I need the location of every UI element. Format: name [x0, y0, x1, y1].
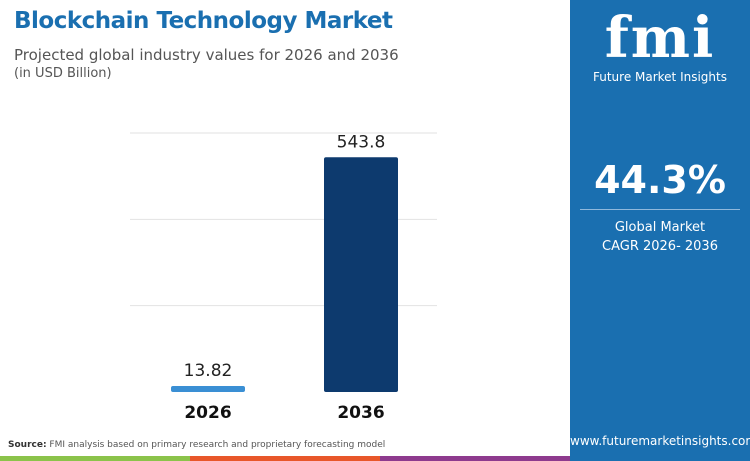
source-note: Source: FMI analysis based on primary re…: [8, 440, 385, 450]
bar-2026: [171, 386, 245, 392]
stripe-purple: [380, 456, 570, 461]
fmi-logo: fmi Future Market Insights: [570, 8, 750, 84]
source-text: FMI analysis based on primary research a…: [46, 440, 386, 450]
x-tick-label-2036: 2036: [337, 403, 384, 423]
x-tick-label-2026: 2026: [184, 403, 231, 423]
data-label-2036: 543.8: [337, 132, 386, 152]
stripe-green: [0, 456, 190, 461]
logo-mark: fmi: [604, 5, 716, 71]
side-panel: fmi Future Market Insights 44.3% Global …: [570, 0, 750, 461]
stripe-orange: [190, 456, 380, 461]
data-label-2026: 13.82: [184, 361, 233, 381]
source-label: Source:: [8, 440, 47, 450]
cagr-value: 44.3%: [594, 158, 726, 202]
cagr-label: Global Market CAGR 2026- 2036: [570, 218, 750, 256]
bar-2036: [324, 157, 398, 392]
cagr-label-line2: CAGR 2026- 2036: [602, 239, 718, 254]
logo-name: Future Market Insights: [592, 70, 727, 84]
unit-label: (in USD Billion): [14, 66, 112, 81]
cagr-label-line1: Global Market: [614, 220, 706, 235]
chart-title: Blockchain Technology Market: [14, 8, 393, 34]
divider: [580, 209, 740, 210]
chart-subtitle: Projected global industry values for 202…: [14, 46, 399, 64]
website-link[interactable]: www.futuremarketinsights.com: [570, 434, 750, 448]
bar-chart: 13.82 2026 543.8 2036: [130, 132, 437, 423]
